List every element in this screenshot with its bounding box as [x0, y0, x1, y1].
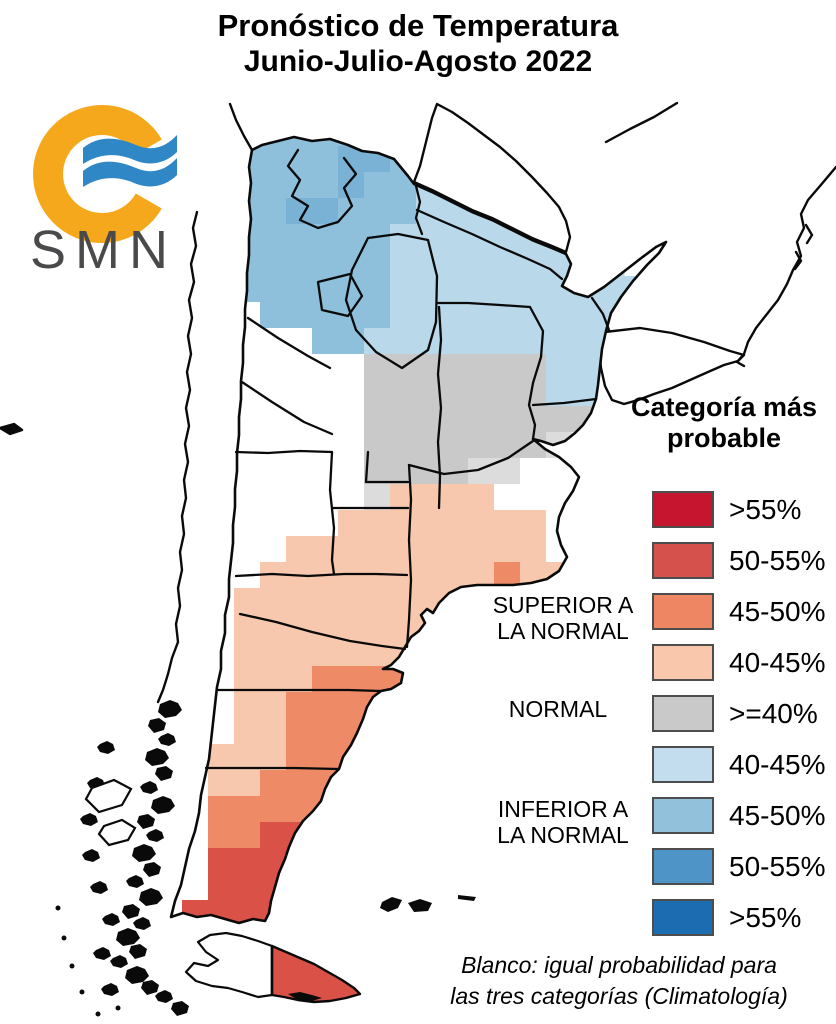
footnote: Blanco: igual probabilidad para las tres… — [450, 952, 788, 1009]
logo-wave-icon — [83, 135, 177, 164]
legend-swatch-superior-1 — [652, 542, 714, 579]
legend-label: 45-50% — [729, 799, 826, 831]
tierra-del-fuego — [184, 931, 362, 1004]
isla-de-los-estados — [288, 992, 322, 1001]
legend-title: Categoría más probable — [630, 392, 818, 453]
legend-swatch-superior-2 — [652, 593, 714, 630]
legend-item: 50-55% — [652, 535, 826, 586]
legend-label: >55% — [729, 493, 802, 525]
pacific-coast-fragment — [0, 422, 24, 436]
outlined-island-1 — [84, 778, 133, 814]
brazil-lagoon-marks — [793, 223, 814, 271]
chile-coastline — [156, 210, 199, 704]
legend-item: >55% — [652, 892, 826, 943]
category-label-normal: NORMAL — [508, 696, 608, 722]
category-label-superior: SUPERIOR A LA NORMAL — [492, 592, 634, 644]
legend-item: 40-45% — [652, 739, 826, 790]
smn-logo-graphic: SMN — [30, 105, 177, 280]
title-line-1: Pronóstico de Temperatura — [217, 8, 619, 43]
tdf-argentina-part — [270, 944, 362, 1004]
legend-swatch-superior-3 — [652, 644, 714, 681]
brazil-coastline — [735, 165, 836, 368]
argentina-outline — [169, 135, 668, 925]
legend-item: 45-50% — [652, 586, 826, 637]
legend-swatch-normal-4 — [652, 695, 714, 732]
logo-ring-icon — [33, 105, 162, 243]
legend-item: 40-45% — [652, 637, 826, 688]
legend: >55% 50-55% 45-50% 40-45% >=40% 40-45% 45-50% 5… — [652, 484, 826, 943]
legend-label: 40-45% — [729, 646, 826, 678]
title-line-2: Junio-Julio-Agosto 2022 — [243, 45, 593, 78]
bolivia-chile-border — [228, 102, 254, 152]
legend-label: 40-45% — [729, 748, 826, 780]
legend-item: 50-55% — [652, 841, 826, 892]
legend-label: 50-55% — [729, 850, 826, 882]
legend-item: >55% — [652, 484, 826, 535]
page-title: Pronóstico de Temperatura Junio-Julio-Ag… — [0, 8, 836, 80]
smn-logo: SMN — [28, 100, 198, 285]
tdf-chile-part — [184, 931, 274, 999]
paraguay-outline — [412, 102, 572, 254]
neighbor-outlines — [0, 101, 836, 704]
legend-swatch-inferior-5 — [652, 746, 714, 783]
brazil-interior-border — [604, 101, 679, 144]
logo-text: SMN — [30, 220, 177, 280]
legend-swatch-inferior-6 — [652, 797, 714, 834]
legend-label: >=40% — [729, 697, 818, 729]
legend-item: >=40% — [652, 688, 826, 739]
category-label-inferior: INFERIOR A LA NORMAL — [497, 796, 629, 848]
islands — [55, 700, 476, 1017]
legend-swatch-superior-0 — [652, 491, 714, 528]
legend-swatch-inferior-7 — [652, 848, 714, 885]
legend-label: 50-55% — [729, 544, 826, 576]
legend-swatch-inferior-8 — [652, 899, 714, 936]
legend-label: 45-50% — [729, 595, 826, 627]
malvinas-islands — [380, 895, 476, 912]
uruguay-outline — [597, 326, 746, 406]
legend-item: 45-50% — [652, 790, 826, 841]
outlined-island-2 — [97, 818, 137, 847]
logo-wave-icon — [83, 158, 177, 187]
legend-label: >55% — [729, 901, 802, 933]
chilean-archipelago — [80, 700, 189, 1016]
province-borders — [204, 148, 611, 771]
